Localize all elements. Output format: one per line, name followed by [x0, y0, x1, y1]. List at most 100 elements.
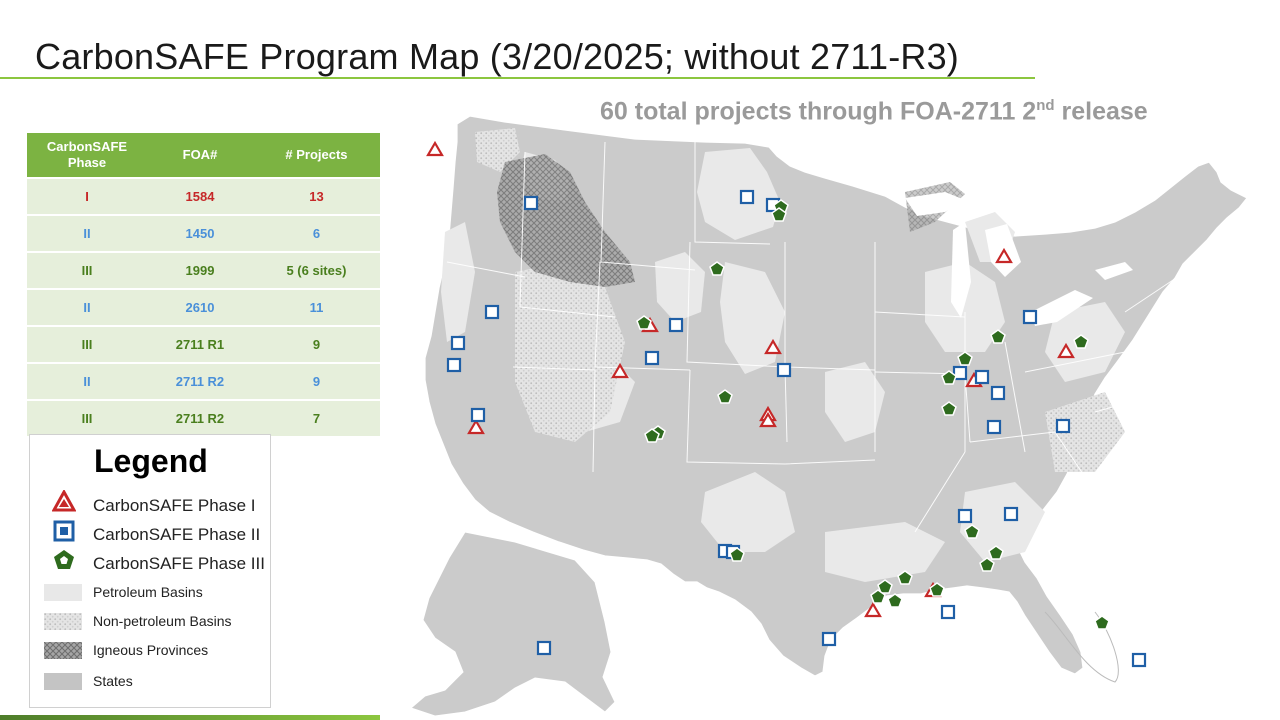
table-row: II 2711 R2 9 [27, 362, 380, 400]
triangle-icon [52, 490, 76, 512]
legend-item-non-petroleum-basins: Non-petroleum Basins [30, 611, 270, 633]
phase-2-marker [446, 357, 462, 373]
legend-item-phase-1: CarbonSAFE Phase I [30, 490, 270, 520]
phase-1-marker [864, 601, 882, 618]
phase-3-marker [929, 582, 945, 597]
table-row: III 2711 R2 7 [27, 399, 380, 436]
phase-2-marker [1055, 418, 1071, 434]
phase-2-marker [957, 508, 973, 524]
cell-phase: I [27, 177, 148, 215]
phase-2-marker [821, 631, 837, 647]
phase-1-marker [467, 418, 485, 435]
phase-3-marker [636, 315, 652, 330]
cell-projects: 13 [252, 177, 380, 215]
cell-foa: 2711 R1 [147, 325, 253, 363]
legend-label: Non-petroleum Basins [93, 613, 232, 629]
map-legend: Legend CarbonSAFE Phase I CarbonSAFE Pha… [29, 434, 271, 708]
igneous-swatch [44, 642, 82, 659]
phase-3-sites [636, 199, 1110, 630]
slide-title: CarbonSAFE Program Map (3/20/2025; witho… [35, 36, 959, 77]
phase-2-marker [1022, 309, 1038, 325]
states-swatch [44, 673, 82, 690]
phase-3-marker [887, 593, 903, 608]
phase-3-marker [709, 261, 725, 276]
phase-3-marker [897, 570, 913, 585]
pentagon-icon [54, 550, 74, 569]
project-count-subtitle: 60 total projects through FOA-2711 2nd r… [600, 97, 1148, 126]
cell-foa: 1450 [147, 214, 253, 252]
phase-3-marker [957, 351, 973, 366]
phase-3-marker [941, 401, 957, 416]
legend-label: Igneous Provinces [93, 642, 209, 658]
column-header-phase: CarbonSAFE Phase [27, 133, 148, 178]
phase-3-marker [1094, 615, 1110, 630]
cell-projects: 6 [252, 214, 380, 252]
column-header-foa: FOA# [147, 133, 253, 178]
table-row: III 1999 5 (6 sites) [27, 251, 380, 289]
phase-1-marker [1057, 342, 1075, 359]
phase-2-marker [776, 362, 792, 378]
phase-1-marker [995, 247, 1013, 264]
phase-2-marker [974, 369, 990, 385]
cell-foa: 1999 [147, 251, 253, 289]
state-borders [446, 141, 1186, 533]
title-underline [0, 77, 1035, 79]
cell-phase: II [27, 288, 148, 326]
phase-3-marker [941, 370, 957, 385]
phase-2-marker [1131, 652, 1147, 668]
cell-projects: 7 [252, 399, 380, 436]
phase-3-marker [729, 547, 745, 562]
phase-2-marker [536, 640, 552, 656]
phase-2-marker [644, 350, 660, 366]
cell-foa: 2610 [147, 288, 253, 326]
subtitle-tail: release [1054, 97, 1148, 126]
cell-phase: III [27, 399, 148, 436]
phase-1-marker [426, 140, 444, 157]
alaska-inset [410, 531, 616, 717]
us-map [410, 115, 1248, 717]
petroleum-swatch [44, 584, 82, 601]
subtitle-superscript: nd [1036, 97, 1055, 114]
square-icon [53, 520, 75, 542]
phase-2-marker [470, 407, 486, 423]
phase-2-marker [668, 317, 684, 333]
phase-summary-table: CarbonSAFE Phase FOA# # Projects I 1584 … [27, 133, 380, 436]
phase-3-marker [990, 329, 1006, 344]
cell-phase: II [27, 362, 148, 400]
cell-projects: 9 [252, 362, 380, 400]
cell-foa: 1584 [147, 177, 253, 215]
legend-label: States [93, 673, 133, 689]
non-petroleum-swatch [44, 613, 82, 630]
phase-3-marker [979, 557, 995, 572]
phase-2-marker [952, 365, 968, 381]
phase-3-marker [644, 428, 660, 443]
phase-2-marker [484, 304, 500, 320]
table-row: II 1450 6 [27, 214, 380, 252]
phase-3-marker [870, 589, 886, 604]
column-header-projects: # Projects [252, 133, 380, 178]
legend-label: CarbonSAFE Phase I [93, 496, 256, 515]
phase-2-marker [739, 189, 755, 205]
cell-projects: 9 [252, 325, 380, 363]
florida-offshore-rim [1044, 611, 1119, 683]
table-header-row: CarbonSAFE Phase FOA# # Projects [27, 133, 380, 178]
table-row: II 2610 11 [27, 288, 380, 326]
phase-1-marker [611, 362, 629, 379]
legend-label: CarbonSAFE Phase II [93, 525, 261, 544]
legend-item-igneous-provinces: Igneous Provinces [30, 640, 270, 662]
phase-3-marker [717, 389, 733, 404]
phase-3-marker [771, 207, 787, 222]
phase-3-marker [988, 545, 1004, 560]
great-lakes [905, 192, 1133, 326]
phase-2-marker [986, 419, 1002, 435]
phase-1-marker [764, 338, 782, 355]
cell-phase: II [27, 214, 148, 252]
table-row: I 1584 13 [27, 177, 380, 215]
phase-3-marker [877, 579, 893, 594]
phase-3-marker [1073, 334, 1089, 349]
phase-2-marker [523, 195, 539, 211]
phase-1-marker [759, 411, 777, 428]
cell-phase: III [27, 251, 148, 289]
cell-foa: 2711 R2 [147, 362, 253, 400]
legend-item-states: States [30, 671, 270, 693]
